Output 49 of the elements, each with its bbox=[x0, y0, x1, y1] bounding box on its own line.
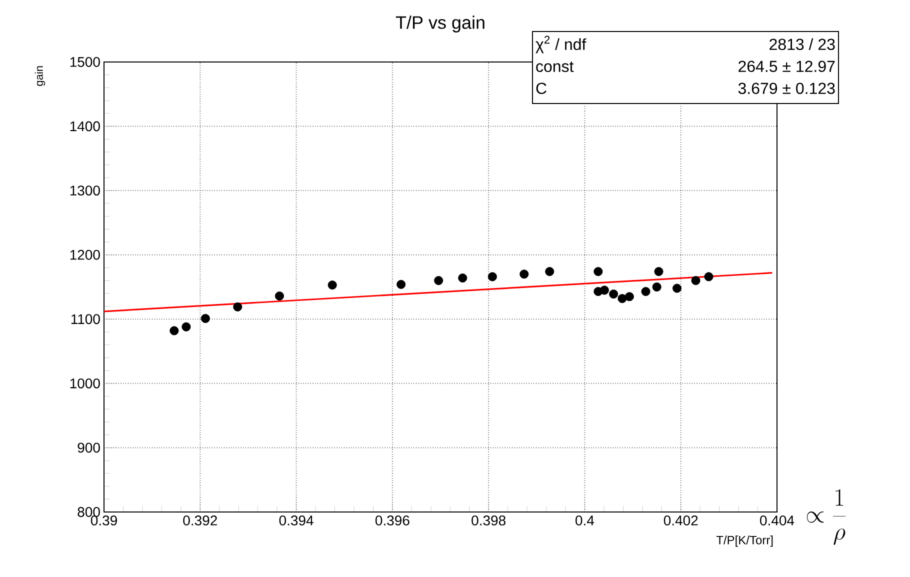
x-tick-label: 0.392 bbox=[183, 516, 217, 526]
point bbox=[200, 314, 210, 323]
y-tick-label: 800 bbox=[78, 507, 100, 517]
point bbox=[488, 272, 497, 282]
y-tick-label: 1100 bbox=[71, 314, 100, 324]
point bbox=[600, 286, 609, 295]
annotation: 264.5 ± 12.97 bbox=[738, 60, 835, 72]
y-axis-title: gain bbox=[34, 66, 46, 86]
point bbox=[274, 291, 284, 300]
annotation: C bbox=[536, 82, 546, 94]
y-tick-label: 1200 bbox=[70, 250, 100, 260]
x-tick-label: 0.394 bbox=[279, 516, 314, 526]
point bbox=[520, 270, 529, 279]
annotation: const bbox=[536, 62, 574, 72]
x-tick-label: 0.39 bbox=[90, 516, 117, 526]
chart-title: T/P vs gain bbox=[396, 16, 484, 32]
text: $\propto \frac{1}{\rho}$ bbox=[806, 489, 846, 545]
point bbox=[170, 326, 179, 336]
y-tick-label: 1300 bbox=[70, 186, 100, 196]
y-tick-label: 1400 bbox=[70, 121, 100, 132]
point bbox=[328, 280, 337, 290]
point bbox=[233, 302, 242, 312]
point bbox=[545, 267, 554, 276]
point bbox=[672, 284, 682, 293]
point bbox=[691, 276, 700, 286]
point bbox=[458, 273, 468, 282]
point bbox=[182, 322, 191, 332]
y-tick-label: 900 bbox=[78, 442, 100, 453]
x-tick-label: 0.398 bbox=[472, 516, 506, 526]
annotation: 3.679 ± 0.123 bbox=[738, 82, 835, 94]
x-tick-label: 0.396 bbox=[375, 516, 410, 526]
point bbox=[624, 292, 634, 302]
x-tick-label: 0.4 bbox=[576, 516, 594, 526]
text: χ$^{2}$ / ndf bbox=[536, 36, 586, 54]
point bbox=[704, 272, 714, 282]
point bbox=[641, 286, 650, 296]
point bbox=[594, 267, 603, 276]
x-axis-title: T/P[K/Torr] bbox=[716, 536, 773, 547]
point bbox=[396, 280, 406, 289]
y-tick-label: 1500 bbox=[70, 57, 100, 67]
point bbox=[618, 294, 627, 304]
text: 2813 / 23 bbox=[770, 38, 835, 50]
y-tick-label: 1000 bbox=[70, 378, 100, 388]
x-tick-label: 0.402 bbox=[664, 516, 698, 526]
x-tick-label: 0.404 bbox=[760, 516, 794, 526]
point bbox=[434, 276, 444, 286]
point bbox=[609, 290, 618, 299]
point bbox=[652, 282, 662, 292]
point bbox=[654, 267, 664, 276]
